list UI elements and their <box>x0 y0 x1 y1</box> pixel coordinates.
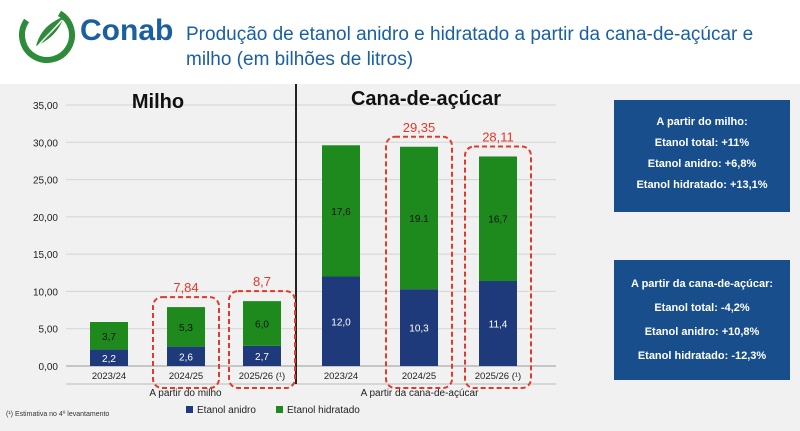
bar-etanol-anidro <box>322 276 360 366</box>
x-tick-label: 2023/24 <box>324 371 358 382</box>
data-label-anidro: 11,4 <box>489 319 508 330</box>
info-box-line: Etanol total: +11% <box>654 137 750 149</box>
y-tick-label: 0,00 <box>39 362 59 373</box>
highlight-box <box>228 290 296 390</box>
y-tick-label: 35,00 <box>33 101 58 112</box>
header: Conab Produção de etanol anidro e hidrat… <box>0 0 800 82</box>
y-tick-label: 20,00 <box>33 213 58 224</box>
data-label-anidro: 2,2 <box>102 354 116 365</box>
bar-etanol-hidratado <box>90 322 128 350</box>
bar-etanol-hidratado <box>322 145 360 277</box>
legend-swatch-hidratado <box>276 406 283 413</box>
highlight-box <box>385 135 453 390</box>
y-tick-label: 30,00 <box>33 138 58 149</box>
stacked-bar-chart: 0,00 5,00 10,00 15,00 20,00 25,00 30,00 35,00 2,… <box>33 84 556 416</box>
y-tick-label: 10,00 <box>33 287 58 298</box>
info-box-line: Etanol anidro: +6,8% <box>647 158 757 170</box>
info-box-line: Etanol hidratado: +13,1% <box>636 179 768 191</box>
total-annotation: 29,35 <box>403 120 436 135</box>
data-label-hidratado: 17,6 <box>331 207 351 218</box>
info-box-line: Etanol total: -4,2% <box>654 302 750 314</box>
y-tick-label: 25,00 <box>33 176 58 187</box>
bar-etanol-hidratado <box>167 307 205 347</box>
total-annotation: 28,11 <box>482 129 514 144</box>
info-box-line: Etanol hidratado: -12,3% <box>637 350 767 362</box>
bar-etanol-anidro <box>90 349 128 366</box>
bar-etanol-anidro <box>167 346 205 366</box>
info-box-title: A partir da cana-de-açúcar: <box>630 278 774 290</box>
x-tick-label: 2024/25 <box>169 371 203 382</box>
y-tick-label: 15,00 <box>33 250 58 261</box>
info-box-milho: A partir do milho: Etanol total: +11% Et… <box>614 100 790 212</box>
group-title-milho: Milho <box>132 91 184 113</box>
data-label-hidratado: 3,7 <box>102 332 116 343</box>
x-tick-label: 2025/26 (¹) <box>239 371 285 382</box>
data-label-hidratado: 5,3 <box>179 323 193 334</box>
bar-etanol-hidratado <box>479 156 517 281</box>
data-label-hidratado: 6,0 <box>255 319 269 330</box>
data-label-anidro: 2,6 <box>179 352 193 363</box>
legend-swatch-anidro <box>186 406 193 413</box>
data-label-hidratado: 19.1 <box>409 214 429 225</box>
highlight-box <box>464 145 532 389</box>
y-tick-label: 5,00 <box>39 325 59 336</box>
bar-etanol-hidratado <box>243 301 281 346</box>
data-label-anidro: 2,7 <box>255 352 269 363</box>
page-title: Produção de etanol anidro e hidratado a … <box>186 24 754 70</box>
highlight-box <box>152 296 220 390</box>
conab-logo-icon <box>18 6 75 63</box>
bar-etanol-hidratado <box>400 146 438 290</box>
x-tick-label: 2023/24 <box>92 371 126 382</box>
logo-text: Conab <box>80 14 174 47</box>
chart-area: 0,00 5,00 10,00 15,00 20,00 25,00 30,00 35,00 2,… <box>0 84 800 431</box>
x-tick-label: 2024/25 <box>402 371 436 382</box>
data-label-anidro: 12,0 <box>331 317 351 328</box>
legend-label-hidratado: Etanol hidratado <box>287 405 360 416</box>
total-annotation: 8,7 <box>253 274 271 289</box>
bar-etanol-anidro <box>243 345 281 366</box>
bar-etanol-anidro <box>400 289 438 366</box>
legend-label-anidro: Etanol anidro <box>197 405 256 416</box>
total-annotation: 7,84 <box>173 280 198 295</box>
footnote: (¹) Estimativa no 4º levantamento <box>6 411 110 418</box>
group-axis-label: A partir do milho <box>149 388 222 399</box>
data-label-hidratado: 16,7 <box>488 215 508 226</box>
group-title-cana: Cana-de-açúcar <box>351 88 501 110</box>
group-axis-label: A partir da cana-de-açúcar <box>361 388 480 399</box>
bar-etanol-anidro <box>479 280 517 366</box>
info-box-title: A partir do milho: <box>656 116 748 128</box>
info-box-line: Etanol anidro: +10,8% <box>644 326 760 338</box>
x-tick-label: 2025/26 (¹) <box>475 371 521 382</box>
data-label-anidro: 10,3 <box>409 324 429 335</box>
info-box-cana: A partir da cana-de-açúcar: Etanol total… <box>614 260 790 380</box>
